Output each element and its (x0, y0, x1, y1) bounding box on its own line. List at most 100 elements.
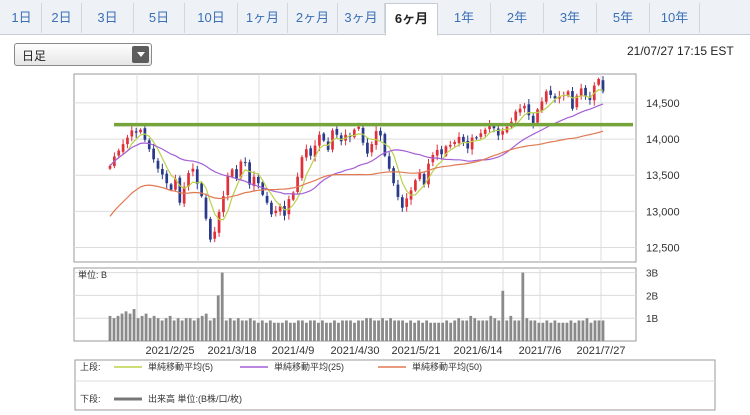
candle-period-select[interactable]: 日足 (14, 43, 152, 66)
candle-body (274, 210, 278, 214)
candle-body (191, 168, 195, 172)
candle-body (553, 96, 557, 99)
volume-bar (144, 313, 148, 341)
volume-bar (272, 322, 276, 341)
volume-bar (581, 320, 585, 341)
volume-bar (513, 320, 517, 341)
candle-body (339, 135, 343, 142)
tab-5[interactable]: 10日 (185, 3, 238, 33)
candle-body (549, 90, 552, 95)
tab-13[interactable]: 5年 (597, 3, 650, 33)
volume-bar (349, 320, 352, 341)
candle-body (161, 169, 164, 175)
candle-body (270, 202, 273, 215)
volume-bar (212, 318, 216, 341)
tab-11[interactable]: 2年 (491, 3, 544, 33)
tab-12[interactable]: 3年 (544, 3, 597, 33)
x-tick-label: 2021/2/25 (146, 345, 195, 357)
tab-9[interactable]: 6ヶ月 (385, 3, 438, 36)
candle-body (366, 142, 369, 154)
volume-bar (116, 315, 120, 341)
candle-body (588, 97, 592, 101)
candle-body (296, 176, 299, 193)
candle-body (313, 145, 317, 157)
candle-body (370, 144, 374, 153)
chart-timestamp: 21/07/27 17:15 EST (627, 44, 734, 58)
volume-bar (489, 315, 493, 341)
candle-body (462, 136, 465, 142)
volume-bar (341, 320, 344, 341)
volume-bar (421, 322, 425, 341)
candle-body (584, 87, 587, 96)
tab-10[interactable]: 1年 (438, 3, 491, 33)
candle-body (248, 162, 251, 185)
volume-bar (256, 322, 260, 341)
tab-4[interactable]: 5日 (134, 3, 185, 33)
candle-period-value: 日足 (22, 49, 47, 63)
volume-bar (557, 322, 561, 341)
candle-body (558, 96, 561, 99)
legend-volume-label: 出来高 単位:(B株/口/枚) (148, 393, 242, 404)
volume-bar (377, 320, 380, 341)
candle-body (496, 128, 500, 136)
volume-bar (232, 320, 236, 341)
volume-bar (601, 320, 605, 341)
tab-14[interactable]: 10年 (650, 3, 700, 33)
volume-bar (573, 322, 577, 341)
x-tick-label: 2021/4/30 (331, 345, 380, 357)
volume-bar (397, 320, 400, 341)
volume-bar (529, 320, 533, 341)
candle-body (453, 141, 457, 144)
price-tick-label: 14,500 (646, 98, 680, 110)
candle-body (126, 137, 129, 145)
volume-bar (136, 318, 140, 341)
price-tick-label: 14,000 (646, 134, 680, 146)
volume-bar (292, 322, 296, 341)
volume-bar (236, 318, 240, 341)
price-tick-label: 13,500 (646, 170, 680, 182)
tab-8[interactable]: 3ヶ月 (338, 3, 385, 33)
volume-bar (164, 318, 168, 341)
candle-body (348, 136, 352, 138)
candle-body (518, 108, 522, 113)
candle-body (488, 124, 491, 130)
candle-body (357, 126, 361, 129)
volume-bar (405, 322, 409, 341)
volume-bar (321, 320, 324, 341)
tab-7[interactable]: 2ヶ月 (288, 3, 338, 33)
candle-body (387, 156, 391, 169)
candle-body (575, 95, 579, 108)
volume-bar (553, 320, 557, 341)
candle-body (195, 169, 199, 184)
volume-bar (465, 320, 469, 341)
candle-body (169, 184, 173, 190)
candle-body (318, 134, 321, 146)
volume-bar (152, 315, 156, 341)
volume-bar (304, 322, 308, 341)
tab-3[interactable]: 3日 (82, 3, 134, 33)
tab-6[interactable]: 1ヶ月 (238, 3, 288, 33)
volume-bar (409, 320, 413, 341)
candle-body (352, 129, 356, 138)
tab-2[interactable]: 2日 (42, 3, 82, 33)
tab-1[interactable]: 1日 (2, 3, 42, 33)
volume-bar (208, 320, 212, 341)
candle-body (322, 133, 326, 141)
volume-bar (385, 320, 388, 341)
candle-body (139, 129, 142, 133)
candle-body (147, 140, 151, 150)
candle-body (523, 105, 526, 109)
candle-body (239, 161, 243, 178)
candle-body (422, 173, 426, 185)
candle-body (152, 148, 155, 160)
candle-body (174, 178, 177, 190)
candle-body (374, 131, 378, 146)
volume-bar (449, 322, 453, 341)
volume-bar (309, 320, 312, 341)
candle-body (414, 180, 417, 191)
candle-body (261, 182, 265, 195)
volume-bar (417, 320, 421, 341)
volume-bar (493, 318, 497, 341)
candle-body (527, 104, 531, 116)
candle-body (379, 130, 382, 136)
